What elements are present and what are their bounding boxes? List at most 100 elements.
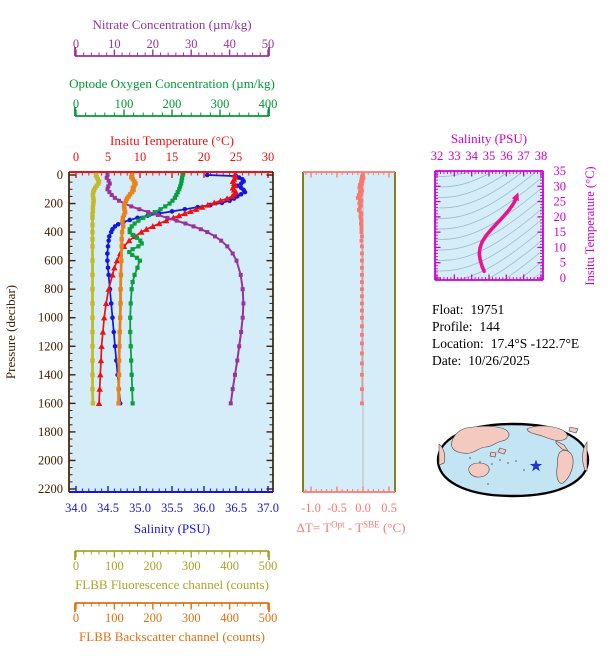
data-point: [174, 192, 179, 198]
data-point: [193, 206, 200, 212]
data-point: [360, 372, 364, 377]
data-point: [241, 301, 246, 306]
data-point: [230, 387, 235, 392]
delta-t-plot: ΔT= TOpt - TSBE (°C) -1.0 -0.5 0.0 0.5: [297, 0, 406, 535]
data-point: [119, 258, 124, 263]
data-point: [90, 372, 95, 378]
data-point: [163, 217, 170, 224]
axis-tick-label: 36.5: [225, 501, 247, 515]
data-point: [90, 215, 95, 221]
data-point: [105, 173, 110, 177]
data-point: [90, 344, 95, 349]
data-point: [90, 222, 95, 228]
data-point: [179, 178, 184, 183]
data-point: [99, 328, 107, 335]
density-contour: [454, 228, 543, 280]
data-point: [106, 178, 111, 183]
data-point: [117, 315, 123, 320]
axis-tick-label: 100: [105, 611, 124, 625]
data-point: [359, 191, 364, 196]
data-point: [172, 195, 177, 200]
axis-tick-label: 34.0: [65, 501, 87, 515]
data-point: [175, 190, 180, 195]
data-point: [120, 215, 126, 221]
pressure-tick-label: 600: [44, 254, 63, 268]
island-dot: [499, 459, 501, 461]
data-point: [120, 219, 125, 225]
data-point: [138, 238, 143, 243]
data-point: [129, 358, 134, 363]
data-point: [167, 201, 172, 206]
map-land-central-america: [555, 440, 569, 452]
float-location-star-icon: [529, 459, 543, 472]
data-point: [108, 229, 114, 235]
data-point: [90, 386, 95, 392]
data-point: [105, 251, 110, 256]
axis-line: [392, 0, 395, 196]
axis-line: [303, 0, 309, 175]
data-point: [90, 244, 95, 249]
data-point: [358, 194, 363, 199]
data-point: [141, 215, 146, 220]
delta-t-tick-label: -0.5: [327, 501, 347, 515]
axis-tick-label: 0: [73, 37, 79, 51]
ts-diagram: Salinity (PSU) Insitu Temperature (°C) 3…: [431, 131, 597, 286]
data-point: [119, 237, 124, 242]
oxygen-axis: Optode Oxygen Concentration (µm/kg) 0 100…: [69, 76, 277, 117]
data-point: [90, 204, 96, 210]
ts-y-tick-label: 25: [554, 195, 567, 209]
axis-tick-label: 200: [163, 97, 182, 111]
axis-tick-label: 10: [134, 150, 147, 164]
backscatter-axis: FLBB Backscatter channel (counts) 0 100 20…: [73, 602, 277, 644]
axis-tick-label: 10: [108, 37, 121, 51]
data-point: [91, 201, 96, 206]
data-point: [149, 223, 156, 229]
axis-tick-label: 30: [262, 150, 275, 164]
backscatter-axis-title: FLBB Backscatter channel (counts): [79, 629, 265, 644]
axis-tick-label: 20: [147, 37, 160, 51]
map-land-australia: [468, 462, 490, 478]
island-dot: [469, 457, 471, 459]
data-point: [127, 217, 133, 223]
data-point: [230, 251, 235, 256]
data-point: [128, 315, 133, 320]
ts-x-tick-label: 36: [500, 149, 513, 163]
ts-curve: [477, 197, 518, 274]
data-point: [97, 371, 104, 378]
data-point: [90, 208, 96, 213]
axis-tick-label: 50: [262, 37, 275, 51]
data-point: [127, 249, 132, 255]
map-land-africa-left: [438, 443, 446, 466]
data-point: [359, 224, 364, 229]
data-point: [356, 208, 361, 212]
data-point: [106, 234, 112, 239]
data-point: [359, 218, 364, 223]
axis-line: [390, 0, 396, 175]
data-point: [90, 301, 95, 306]
float-value: 19751: [470, 302, 505, 317]
data-point: [240, 287, 245, 292]
ts-y-tick-label: 5: [560, 256, 566, 270]
data-point: [198, 227, 203, 232]
data-point: [90, 212, 95, 217]
map-land-north-america: [526, 425, 568, 441]
ts-y-tick-label: 15: [554, 225, 567, 239]
data-point: [111, 264, 118, 271]
data-point: [359, 227, 364, 232]
float-info-line: Profile: 144: [432, 318, 579, 335]
axis-tick-label: 200: [143, 559, 162, 573]
data-point: [100, 314, 108, 321]
axis-tick-label: 400: [220, 559, 239, 573]
map-land-sea-islands: [497, 447, 507, 455]
data-point: [357, 201, 362, 206]
axis-tick-label: 40: [223, 37, 236, 51]
profile-value: 144: [479, 319, 500, 334]
pressure-tick-label: 1400: [38, 368, 63, 382]
delta-t-tick-label: -1.0: [301, 501, 321, 515]
data-point: [90, 329, 95, 335]
pressure-tick-label: 0: [57, 168, 63, 182]
data-point: [96, 385, 103, 392]
data-point: [360, 351, 364, 356]
delta-t-title-part: (°C): [380, 520, 406, 535]
data-point: [116, 358, 122, 363]
